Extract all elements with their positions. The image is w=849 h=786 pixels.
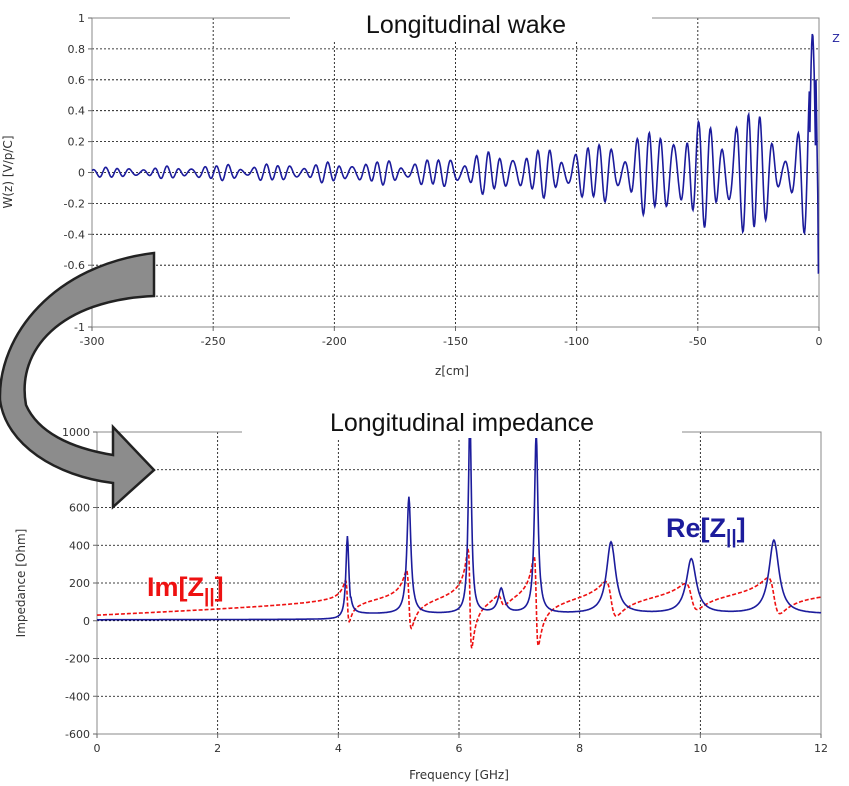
wake-x-tick-label: -200	[322, 335, 347, 348]
impedance-y-tick-label: -600	[65, 728, 90, 741]
wake-legend-fragment: Z	[832, 32, 840, 45]
wake-x-axis-label: z[cm]	[435, 364, 469, 378]
wake-y-tick-label: 1	[78, 12, 85, 25]
im-annotation-subscript: ||	[204, 586, 215, 607]
impedance-title-background	[242, 402, 682, 438]
wake-x-tick-label: -300	[80, 335, 105, 348]
impedance-x-tick-label: 4	[335, 742, 342, 755]
wake-x-ticks: -300 -250 -200 -150 -100 -50 0	[80, 327, 823, 348]
im-impedance-series-line	[96, 548, 822, 649]
impedance-x-tick-label: 0	[94, 742, 101, 755]
impedance-y-tick-label: 1000	[62, 426, 90, 439]
wake-y-tick-label: -1	[74, 321, 85, 334]
im-annotation-main: Im[Z	[147, 572, 204, 602]
wake-x-tick-label: -100	[564, 335, 589, 348]
re-impedance-annotation: Re[Z||]	[666, 513, 746, 548]
wake-y-tick-label: 0.4	[68, 105, 86, 118]
wake-gridlines	[92, 18, 819, 327]
wake-y-tick-label: 0.8	[68, 43, 86, 56]
impedance-x-axis-label: Frequency [GHz]	[409, 768, 509, 782]
wake-x-tick-label: -150	[443, 335, 468, 348]
impedance-y-tick-label: 200	[69, 577, 90, 590]
wake-x-tick-label: -250	[201, 335, 226, 348]
impedance-y-tick-label: 600	[69, 502, 90, 515]
impedance-y-tick-label: -200	[65, 653, 90, 666]
impedance-x-tick-label: 2	[214, 742, 221, 755]
impedance-x-tick-label: 8	[576, 742, 583, 755]
impedance-x-tick-label: 10	[693, 742, 707, 755]
wake-y-tick-label: 0.6	[68, 74, 86, 87]
impedance-y-axis-label: Impedance [Ohm]	[14, 529, 28, 638]
impedance-chart-title: Longitudinal impedance	[330, 409, 594, 437]
wake-x-tick-label: -50	[689, 335, 707, 348]
wake-title-background	[290, 4, 652, 40]
impedance-x-tick-label: 6	[456, 742, 463, 755]
im-impedance-annotation: Im[Z||]	[147, 572, 224, 607]
re-impedance-series-line	[97, 430, 822, 621]
wake-chart-title: Longitudinal wake	[366, 11, 566, 39]
wake-y-tick-label: -0.6	[64, 259, 85, 272]
impedance-chart: -600-400-20002004006008001000 024681012 …	[14, 402, 828, 782]
impedance-y-tick-label: 400	[69, 539, 90, 552]
curved-arrow-icon	[0, 251, 156, 510]
wake-y-axis-label: W(z) [V/p/C]	[1, 136, 15, 209]
wake-series-line	[91, 33, 820, 274]
re-annotation-main: Re[Z	[666, 513, 726, 543]
wake-y-tick-label: -0.2	[64, 197, 85, 210]
re-annotation-subscript: ||	[726, 527, 737, 548]
impedance-y-tick-label: 0	[83, 615, 90, 628]
impedance-x-tick-label: 12	[814, 742, 828, 755]
wake-x-tick-label: 0	[816, 335, 823, 348]
impedance-y-tick-label: -400	[65, 690, 90, 703]
impedance-x-ticks: 0 2 4 6 8 10 12	[94, 734, 828, 755]
wake-y-tick-label: 0	[78, 167, 85, 180]
wake-chart: -1-0.8-0.6-0.4-0.200.20.40.60.81 -300-25…	[1, 4, 840, 378]
re-annotation-end: ]	[737, 513, 746, 543]
im-annotation-end: ]	[215, 572, 224, 602]
wake-y-tick-label: 0.2	[68, 136, 86, 149]
wake-y-tick-label: -0.4	[64, 228, 85, 241]
